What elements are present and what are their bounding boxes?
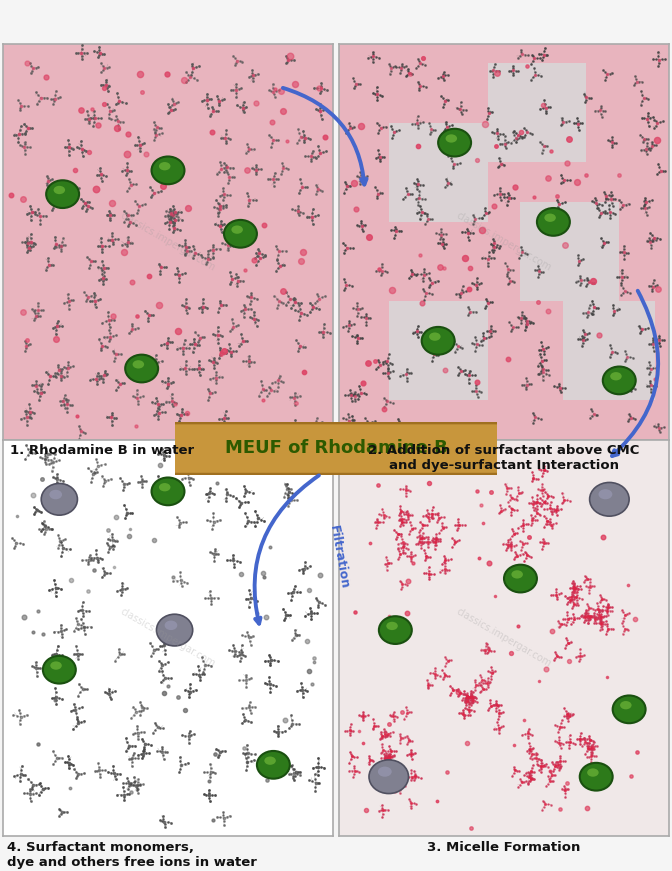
Text: 3. Micelle Formation: 3. Micelle Formation	[427, 841, 581, 854]
Ellipse shape	[589, 483, 629, 517]
Ellipse shape	[610, 372, 622, 381]
Ellipse shape	[43, 656, 76, 684]
Bar	[520, 202, 619, 301]
Ellipse shape	[511, 571, 523, 578]
Text: classics.impergar.com: classics.impergar.com	[455, 607, 553, 669]
Ellipse shape	[159, 483, 171, 491]
Ellipse shape	[386, 622, 398, 630]
Text: Filtration: Filtration	[327, 524, 351, 591]
Bar	[388, 301, 487, 401]
Text: 4. Surfactant monomers,
dye and others free ions in water: 4. Surfactant monomers, dye and others f…	[7, 841, 257, 868]
Ellipse shape	[224, 219, 257, 247]
Ellipse shape	[429, 333, 441, 341]
Ellipse shape	[41, 483, 77, 515]
Ellipse shape	[151, 477, 184, 505]
Ellipse shape	[537, 208, 570, 236]
Ellipse shape	[49, 490, 62, 499]
Ellipse shape	[504, 564, 537, 592]
Text: MEUF of Rhodamine B: MEUF of Rhodamine B	[224, 438, 448, 456]
Text: 2. Addition of surfactant above CMC
and dye-surfactant Interaction: 2. Addition of surfactant above CMC and …	[368, 444, 640, 472]
Ellipse shape	[580, 763, 613, 791]
Text: 1. Rhodamine B in water: 1. Rhodamine B in water	[10, 444, 194, 457]
Ellipse shape	[159, 162, 171, 171]
Ellipse shape	[446, 134, 457, 143]
Ellipse shape	[544, 213, 556, 222]
Ellipse shape	[157, 614, 193, 646]
Ellipse shape	[603, 367, 636, 395]
FancyBboxPatch shape	[165, 423, 507, 474]
Ellipse shape	[165, 620, 177, 630]
Bar	[388, 123, 487, 222]
Bar	[563, 301, 655, 401]
Ellipse shape	[257, 751, 290, 779]
Text: classics.impergar.com: classics.impergar.com	[119, 607, 217, 669]
Ellipse shape	[50, 661, 62, 670]
Ellipse shape	[379, 616, 412, 644]
Ellipse shape	[46, 180, 79, 208]
Ellipse shape	[378, 766, 392, 777]
Ellipse shape	[264, 757, 276, 765]
Ellipse shape	[151, 157, 184, 185]
Ellipse shape	[620, 701, 632, 709]
Ellipse shape	[422, 327, 454, 354]
Ellipse shape	[438, 129, 471, 157]
Ellipse shape	[125, 354, 158, 382]
Text: classics.impergar.com: classics.impergar.com	[119, 211, 217, 273]
Ellipse shape	[54, 186, 65, 194]
Ellipse shape	[613, 695, 646, 723]
Ellipse shape	[132, 361, 144, 368]
Text: classics.impergar.com: classics.impergar.com	[455, 211, 553, 273]
Ellipse shape	[587, 768, 599, 777]
Bar	[487, 64, 586, 162]
Ellipse shape	[369, 760, 409, 793]
Ellipse shape	[599, 490, 612, 499]
Ellipse shape	[231, 226, 243, 233]
